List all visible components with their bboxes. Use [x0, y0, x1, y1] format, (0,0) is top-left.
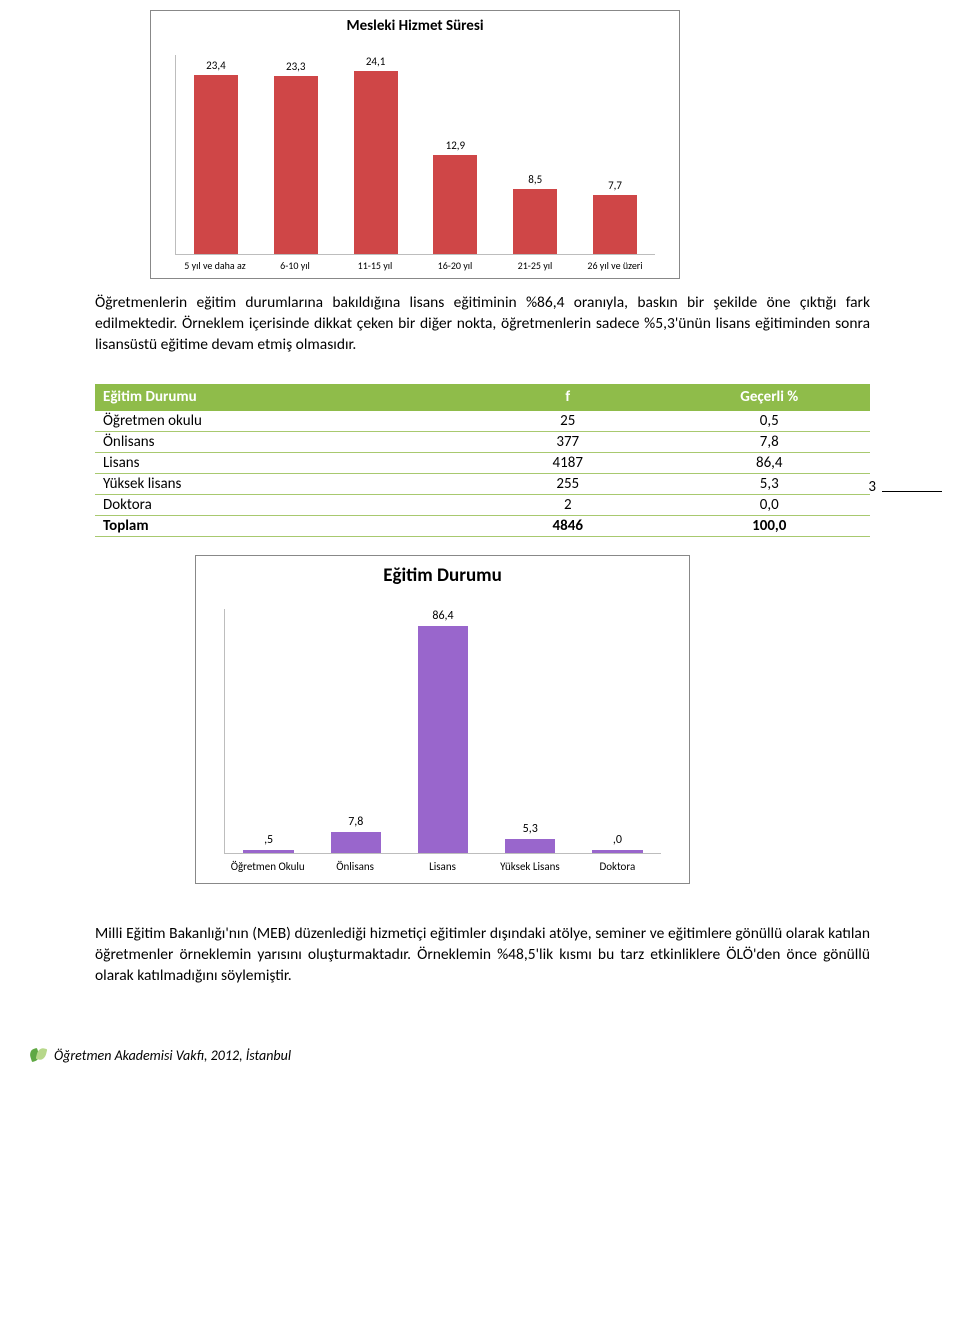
table-cell: 0,5: [669, 410, 871, 431]
table-cell: 377: [467, 431, 669, 452]
chart1-title: Mesleki Hizmet Süresi: [151, 11, 679, 35]
table-cell: 7,8: [669, 431, 871, 452]
table-row: Yüksek lisans2555,3: [95, 473, 870, 494]
chart-egitim-durumu: Eğitim Durumu ,5 7,8 86,4 5,3 ,0 Öğretmen Ok…: [195, 555, 690, 884]
chart2-bar-rect: [505, 839, 556, 853]
chart1-bar-rect: [194, 75, 238, 254]
table-cell: Toplam: [95, 515, 467, 536]
chart2-bar-value: ,0: [613, 833, 622, 847]
chart2-bar-rect: [331, 832, 382, 853]
page-number-rule: [882, 491, 942, 492]
chart1-bar-value: 23,4: [206, 59, 225, 72]
chart2-bar-value: 86,4: [432, 609, 453, 623]
footer-text: Öğretmen Akademisi Vakfı, 2012, İstanbul: [54, 1047, 291, 1064]
chart2-bar-rect: [418, 626, 469, 853]
chart2-bar-value: 5,3: [523, 822, 538, 836]
table-row: Önlisans3777,8: [95, 431, 870, 452]
chart-mesleki-hizmet: Mesleki Hizmet Süresi 23,4 23,3 24,1 12,9 8,…: [150, 10, 680, 279]
chart2-xlabel: Doktora: [574, 854, 661, 873]
table-cell: Doktora: [95, 494, 467, 515]
th-pct: Geçerli %: [669, 384, 871, 411]
table-row: Öğretmen okulu250,5: [95, 410, 870, 431]
chart1-bar: 12,9: [415, 55, 495, 254]
chart1-xlabel: 11-15 yıl: [335, 255, 415, 272]
page-number-value: 3: [868, 478, 876, 496]
chart1-plot: 23,4 23,3 24,1 12,9 8,5 7,7 5 yıl ve daha az6…: [175, 55, 655, 272]
table-cell: Lisans: [95, 452, 467, 473]
chart1-bar-value: 8,5: [528, 173, 542, 186]
chart1-xlabel: 21-25 yıl: [495, 255, 575, 272]
chart2-bar: 5,3: [487, 609, 574, 853]
table-cell: 4846: [467, 515, 669, 536]
paragraph-2: Milli Eğitim Bakanlığı'nın (MEB) düzenle…: [95, 924, 870, 987]
chart1-bar-rect: [274, 76, 318, 254]
chart2-xlabel: Lisans: [399, 854, 486, 873]
table-egitim-durumu: Eğitim Durumu f Geçerli % Öğretmen okulu…: [95, 384, 870, 537]
chart1-bar: 23,4: [176, 55, 256, 254]
chart1-xlabel: 6-10 yıl: [255, 255, 335, 272]
chart2-bar-value: ,5: [264, 833, 273, 847]
chart2-bar: ,0: [574, 609, 661, 853]
paragraph-1: Öğretmenlerin eğitim durumlarına bakıldı…: [95, 293, 870, 356]
th-f: f: [467, 384, 669, 411]
table-cell: 25: [467, 410, 669, 431]
table-cell: 5,3: [669, 473, 871, 494]
chart2-bar-value: 7,8: [348, 815, 363, 829]
table-cell: Önlisans: [95, 431, 467, 452]
table-row-total: Toplam4846100,0: [95, 515, 870, 536]
chart1-bar: 8,5: [495, 55, 575, 254]
chart1-bar-value: 7,7: [608, 179, 622, 192]
chart1-xlabel: 26 yıl ve üzeri: [575, 255, 655, 272]
chart1-bar-rect: [433, 155, 477, 254]
th-label: Eğitim Durumu: [95, 384, 467, 411]
chart1-xlabel: 16-20 yıl: [415, 255, 495, 272]
chart1-bar-rect: [354, 71, 398, 254]
chart2-bar-rect: [592, 850, 643, 853]
chart2-plot: ,5 7,8 86,4 5,3 ,0 Öğretmen OkuluÖnlisansLis…: [224, 609, 661, 873]
table-cell: Öğretmen okulu: [95, 410, 467, 431]
chart1-bar-value: 24,1: [366, 55, 385, 68]
table-cell: 4187: [467, 452, 669, 473]
chart2-bar: 7,8: [312, 609, 399, 853]
chart1-bar-rect: [513, 189, 557, 254]
table-cell: 255: [467, 473, 669, 494]
chart2-title: Eğitim Durumu: [196, 556, 689, 587]
chart1-bar: 24,1: [336, 55, 416, 254]
table-cell: 0,0: [669, 494, 871, 515]
chart1-bar: 23,3: [256, 55, 336, 254]
table-cell: Yüksek lisans: [95, 473, 467, 494]
chart2-xlabel: Yüksek Lisans: [486, 854, 573, 873]
table-cell: 100,0: [669, 515, 871, 536]
table-row: Doktora20,0: [95, 494, 870, 515]
chart1-bar: 7,7: [575, 55, 655, 254]
chart1-bar-value: 12,9: [446, 139, 465, 152]
chart1-bar-rect: [593, 195, 637, 254]
chart1-bar-value: 23,3: [286, 60, 305, 73]
table-row: Lisans418786,4: [95, 452, 870, 473]
footer: Öğretmen Akademisi Vakfı, 2012, İstanbul: [0, 1047, 960, 1064]
page-number: 3: [868, 478, 942, 496]
chart2-xlabel: Öğretmen Okulu: [224, 854, 311, 873]
table-cell: 86,4: [669, 452, 871, 473]
table-cell: 2: [467, 494, 669, 515]
chart2-xlabel: Önlisans: [311, 854, 398, 873]
footer-logo-icon: [30, 1048, 48, 1062]
chart2-bar: 86,4: [399, 609, 486, 853]
chart2-bar-rect: [243, 850, 294, 853]
chart2-bar: ,5: [225, 609, 312, 853]
chart1-xlabel: 5 yıl ve daha az: [175, 255, 255, 272]
